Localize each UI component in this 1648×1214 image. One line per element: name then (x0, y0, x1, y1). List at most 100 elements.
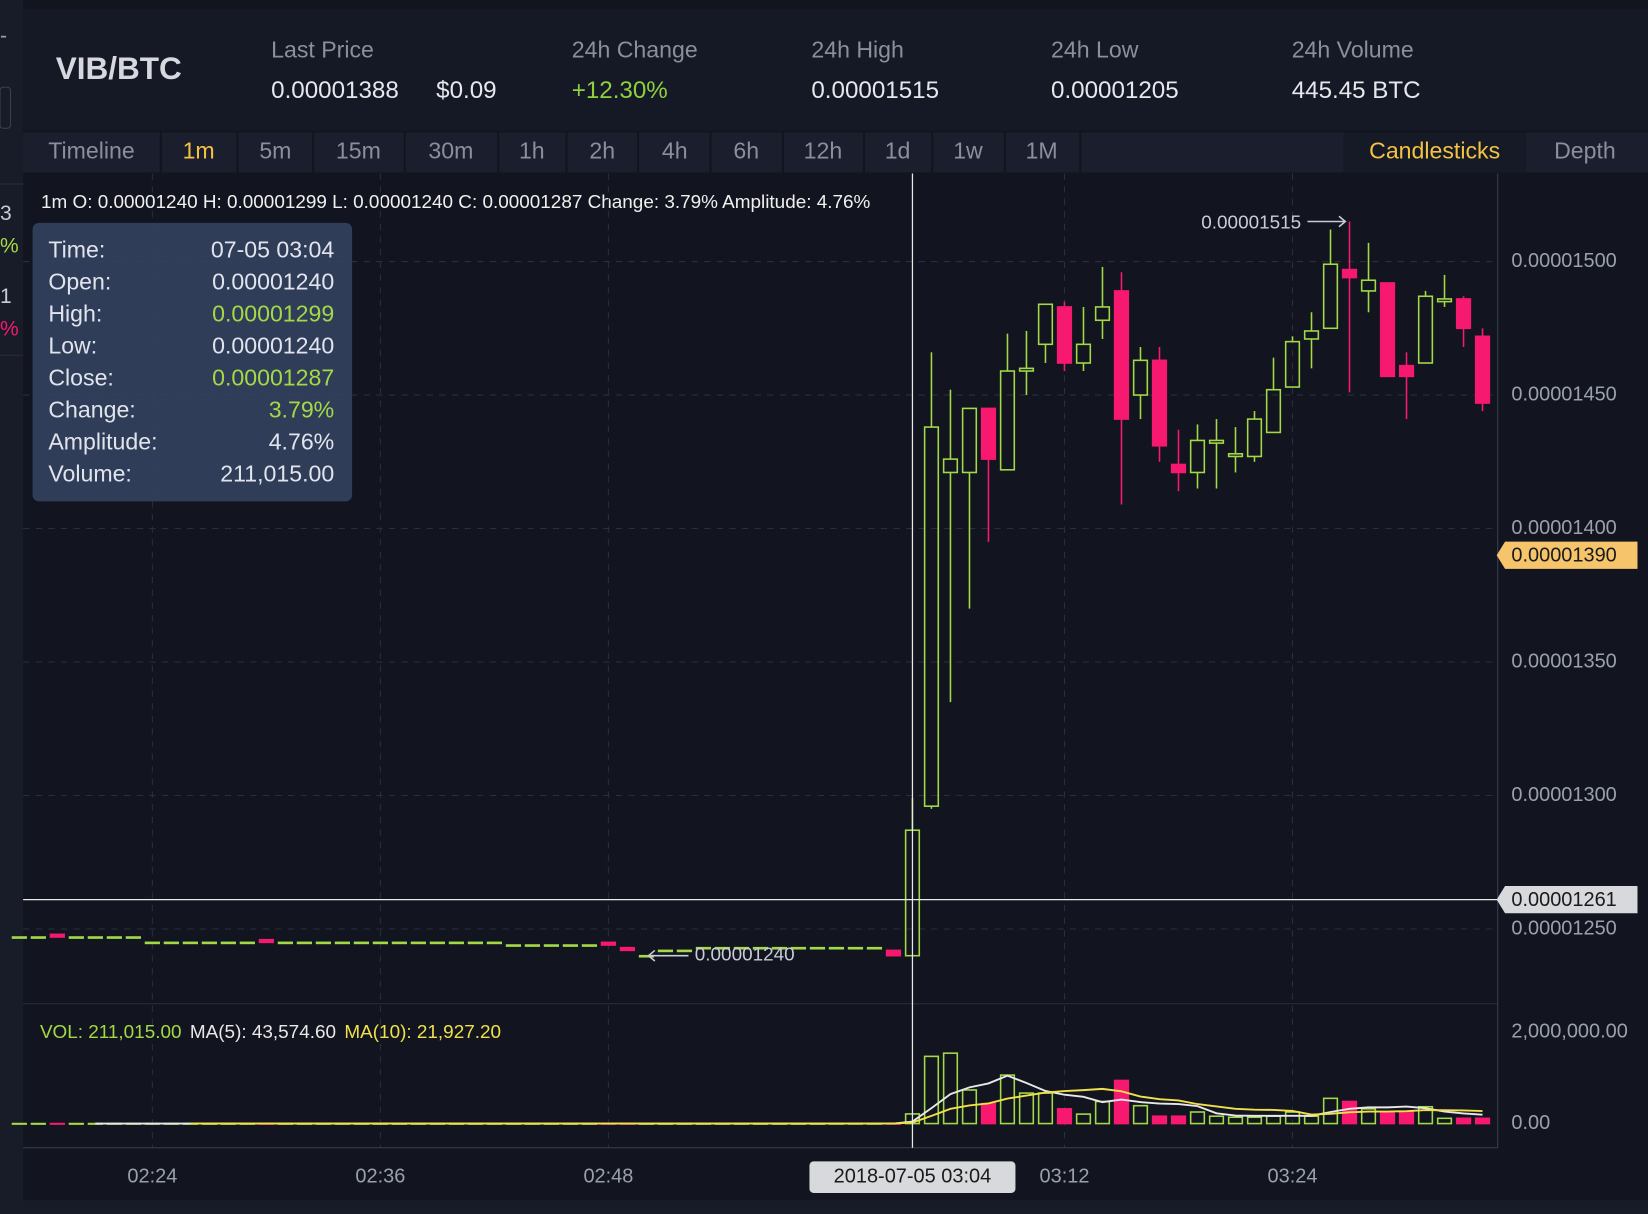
tooltip-label: Amplitude: (48, 429, 157, 455)
interval-tab[interactable]: 2h (589, 138, 615, 164)
candle-body (1170, 463, 1187, 474)
candle-body (1474, 335, 1491, 404)
tooltip-value: 211,015.00 (220, 461, 334, 487)
candle-body (1208, 439, 1225, 444)
interval-tab[interactable]: 30m (428, 138, 473, 164)
candle-body (201, 941, 217, 945)
sidebar-fragment: % (0, 235, 19, 258)
interval-tab[interactable]: 6h (733, 138, 759, 164)
interval-tab[interactable]: 4h (662, 138, 688, 164)
y-tick-label: 0.00001400 (1511, 517, 1616, 539)
candle-body (1075, 343, 1092, 364)
candle-body (1360, 279, 1377, 292)
tooltip (32, 222, 353, 502)
view-tab[interactable]: Candlesticks (1369, 138, 1500, 164)
x-tick-label: 03:12 (1040, 1165, 1090, 1187)
candle-body (1056, 306, 1073, 364)
volume-bar (1455, 1117, 1472, 1125)
interval-tab[interactable]: Timeline (48, 138, 134, 164)
candle-body (372, 941, 389, 945)
volume-bar (30, 1122, 46, 1125)
sidebar-fragment: 3 (0, 202, 12, 225)
candle-body (467, 941, 484, 945)
y-tick-label: 0.00001300 (1511, 784, 1616, 806)
interval-tab[interactable]: 1d (885, 138, 911, 164)
interval-tab[interactable]: 12h (804, 138, 843, 164)
candle-body (695, 946, 712, 950)
vol-info: MA(10): 21,927.20 (344, 1022, 501, 1043)
candle-body (239, 941, 255, 945)
interval-tab[interactable]: 1m (183, 138, 215, 164)
candle-body (1113, 290, 1130, 420)
vol-tick-label: 2,000,000.00 (1511, 1020, 1628, 1042)
stat-label: 24h Low (1051, 37, 1139, 63)
volume-bar (1075, 1113, 1092, 1125)
volume-bar (11, 1122, 27, 1125)
last-price-label: 0.00001390 (1511, 545, 1616, 567)
volume-bar (1189, 1111, 1206, 1125)
stat-value: 0.00001388 (271, 77, 399, 104)
sidebar (0, 0, 24, 1214)
high-arrowhead (1338, 215, 1347, 228)
candle-body (1417, 295, 1434, 364)
candle-body (258, 938, 274, 944)
candle-body (1398, 364, 1415, 378)
candle-body (961, 407, 978, 474)
x-tick-label: 02:24 (127, 1165, 177, 1187)
candle-body (182, 941, 198, 945)
interval-tab[interactable]: 1w (953, 138, 983, 164)
view-tab-bg (1343, 132, 1527, 173)
y-tick-label: 0.00001500 (1511, 250, 1616, 272)
volume-bar (1417, 1105, 1434, 1125)
stat-value: 445.45 BTC (1292, 77, 1421, 104)
candle-body (49, 933, 65, 938)
candle-body (1018, 367, 1035, 372)
candle-body (581, 944, 598, 947)
footer (23, 1200, 1648, 1214)
interval-tab[interactable]: 1M (1026, 138, 1058, 164)
volume-bar (1474, 1117, 1491, 1125)
candle-body (809, 946, 826, 950)
candle-body (486, 941, 503, 945)
candle-body (562, 944, 579, 947)
sidebar-fragment: % (0, 318, 19, 341)
interval-tab[interactable]: 15m (336, 138, 381, 164)
tooltip-label: Open: (48, 268, 111, 294)
volume-bar (980, 1102, 997, 1125)
interval-tab[interactable]: 5m (259, 138, 291, 164)
y-tick-label: 0.00001250 (1511, 917, 1616, 939)
candle-body (752, 946, 769, 950)
volume-bar (1113, 1079, 1130, 1125)
stat-label: 24h High (811, 37, 904, 63)
volume-bar (68, 1122, 84, 1125)
high-label: 0.00001515 (1201, 213, 1301, 234)
candle-body (790, 946, 807, 950)
volume-bar (1170, 1115, 1187, 1125)
candle-body (106, 936, 122, 939)
last-price-pointer (1496, 541, 1638, 569)
tooltip-label: Close: (48, 365, 114, 391)
crosshair-price-label: 0.00001261 (1511, 889, 1616, 911)
stat-value: 0.00001515 (811, 77, 939, 104)
interval-tab[interactable]: 1h (519, 138, 545, 164)
stat-label: 24h Change (572, 37, 698, 63)
candle-body (1246, 418, 1263, 458)
volume-bar (49, 1122, 65, 1125)
header (23, 8, 1648, 131)
candle-body (657, 949, 674, 953)
candle-body (1341, 268, 1358, 279)
candle-body (163, 941, 179, 945)
y-tick-label: 0.00001350 (1511, 650, 1616, 672)
candle-body (733, 946, 750, 950)
candle-body (923, 426, 940, 807)
volume-bar (1436, 1117, 1453, 1125)
candle-body (999, 370, 1016, 471)
tooltip-value: 0.00001287 (212, 365, 334, 391)
candle-body (220, 941, 236, 945)
tooltip-label: Time: (48, 236, 105, 262)
plot (11, 173, 1498, 1148)
candle-body (315, 941, 331, 945)
candle-body (1265, 388, 1282, 434)
view-tab[interactable]: Depth (1554, 138, 1616, 164)
